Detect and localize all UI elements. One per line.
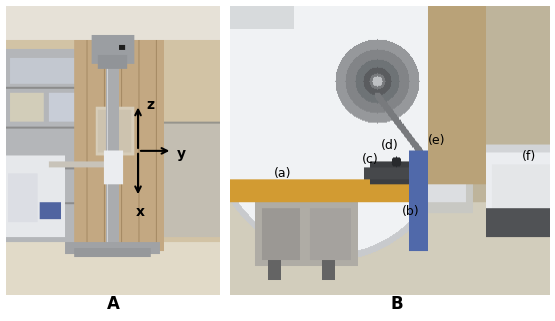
Text: (c): (c) [362,153,379,166]
Text: A: A [107,295,120,313]
Text: (e): (e) [427,134,445,147]
Text: (d): (d) [381,139,398,152]
Text: B: B [391,295,403,313]
Text: (f): (f) [522,150,536,163]
Text: (b): (b) [402,205,420,218]
Text: x: x [136,204,145,219]
Text: (a): (a) [274,168,292,180]
Text: y: y [176,147,185,161]
Text: z: z [147,98,155,112]
